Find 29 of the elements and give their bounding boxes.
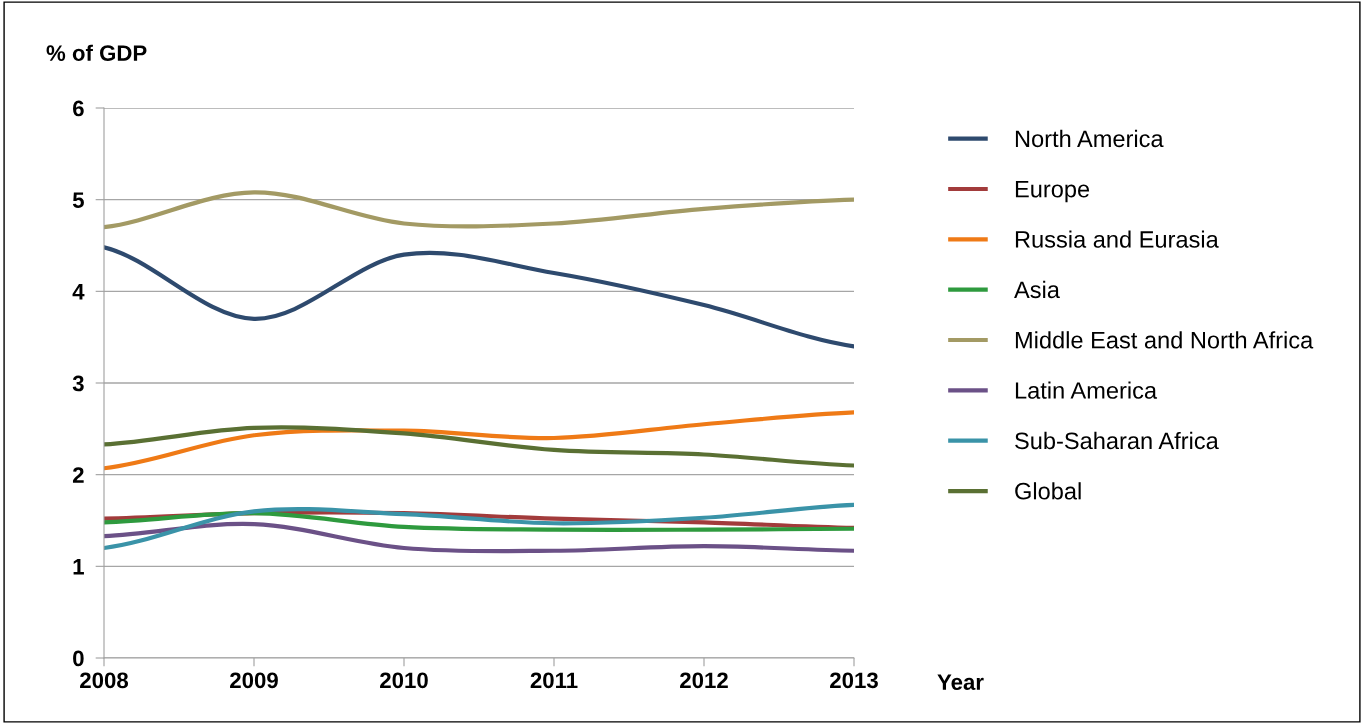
legend-label: Latin America: [1015, 381, 1158, 399]
legend-label: Global: [1015, 482, 1081, 500]
legend-label: Middle East and North Africa: [1015, 331, 1314, 349]
y-tick-label: 6: [73, 100, 84, 117]
line-series: [104, 521, 854, 554]
legend-label: Europe: [1015, 181, 1090, 203]
y-axis-title: % of GDP: [46, 44, 147, 61]
y-tick-label: 3: [72, 375, 84, 392]
x-tick-label: 2011: [530, 672, 578, 689]
y-tick-label: 1: [73, 559, 84, 575]
x-tick-label: 2012: [680, 672, 728, 689]
line-series: [104, 502, 854, 551]
line-series: [104, 410, 854, 471]
x-tick-label: 2009: [230, 672, 278, 689]
legend-label: Asia: [1014, 280, 1060, 299]
line-series: [104, 190, 854, 230]
legend-label: Sub-Saharan Africa: [1015, 431, 1219, 450]
legend-label: North America: [1015, 129, 1164, 148]
x-tick-label: 2010: [380, 672, 428, 689]
x-tick-label: 2008: [80, 672, 129, 689]
y-tick-label: 4: [72, 284, 85, 300]
y-tick-label: 0: [73, 650, 84, 667]
y-tick-label: 2: [72, 467, 84, 483]
x-tick-label: 2013: [830, 672, 878, 689]
legend-label: Russia and Eurasia: [1015, 230, 1219, 248]
line-series: [104, 245, 854, 349]
line-series: [104, 425, 854, 468]
x-axis-title: Year: [937, 674, 984, 690]
y-tick-label: 5: [72, 192, 84, 208]
